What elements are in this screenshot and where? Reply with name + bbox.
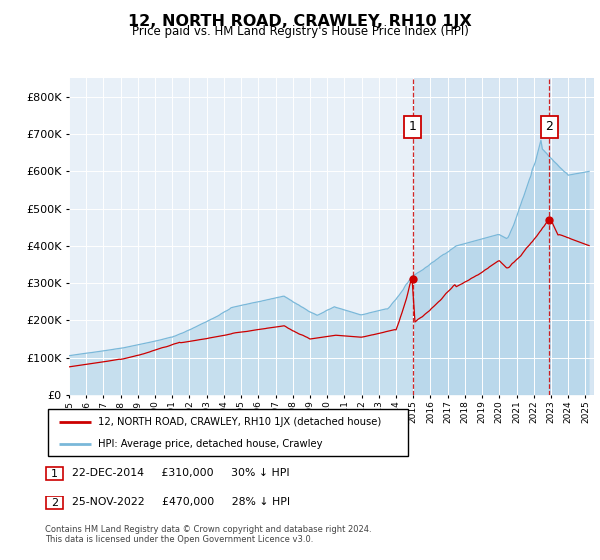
- FancyBboxPatch shape: [46, 496, 63, 510]
- Text: 1: 1: [51, 469, 58, 479]
- Text: 2: 2: [51, 498, 58, 508]
- Text: 12, NORTH ROAD, CRAWLEY, RH10 1JX: 12, NORTH ROAD, CRAWLEY, RH10 1JX: [128, 14, 472, 29]
- Text: 22-DEC-2014     £310,000     30% ↓ HPI: 22-DEC-2014 £310,000 30% ↓ HPI: [72, 468, 290, 478]
- Text: 25-NOV-2022     £470,000     28% ↓ HPI: 25-NOV-2022 £470,000 28% ↓ HPI: [72, 497, 290, 507]
- Text: 12, NORTH ROAD, CRAWLEY, RH10 1JX (detached house): 12, NORTH ROAD, CRAWLEY, RH10 1JX (detac…: [98, 417, 382, 427]
- FancyBboxPatch shape: [48, 409, 408, 456]
- Text: HPI: Average price, detached house, Crawley: HPI: Average price, detached house, Craw…: [98, 438, 323, 449]
- Bar: [413, 78, 594, 395]
- Text: 2: 2: [545, 120, 553, 133]
- Text: Contains HM Land Registry data © Crown copyright and database right 2024.
This d: Contains HM Land Registry data © Crown c…: [45, 525, 371, 544]
- Text: 1: 1: [409, 120, 416, 133]
- FancyBboxPatch shape: [46, 467, 63, 480]
- Text: Price paid vs. HM Land Registry's House Price Index (HPI): Price paid vs. HM Land Registry's House …: [131, 25, 469, 38]
